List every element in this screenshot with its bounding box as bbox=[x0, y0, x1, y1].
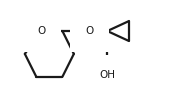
Text: O: O bbox=[37, 26, 45, 36]
Text: O: O bbox=[85, 26, 94, 36]
Text: OH: OH bbox=[99, 70, 115, 80]
